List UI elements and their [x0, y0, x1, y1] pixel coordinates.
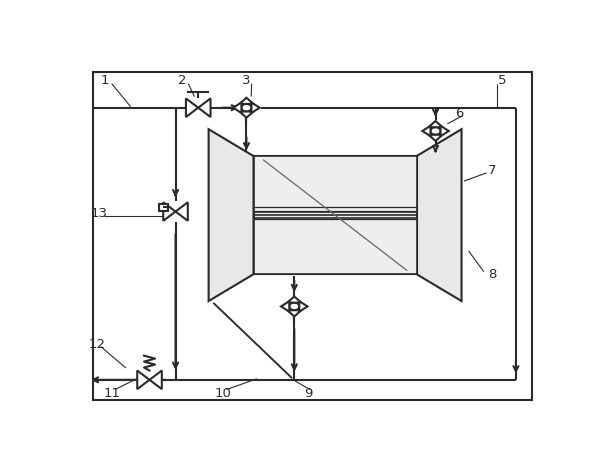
- Text: 3: 3: [242, 74, 251, 87]
- Text: 6: 6: [455, 106, 464, 120]
- Polygon shape: [186, 99, 198, 117]
- Text: 13: 13: [90, 207, 107, 220]
- Polygon shape: [176, 202, 188, 221]
- Polygon shape: [429, 135, 442, 141]
- Circle shape: [242, 104, 251, 112]
- Text: 1: 1: [101, 74, 109, 87]
- Text: 10: 10: [214, 386, 231, 399]
- Bar: [159, 204, 168, 211]
- Text: 5: 5: [498, 74, 506, 87]
- Polygon shape: [422, 126, 431, 136]
- Text: 7: 7: [488, 164, 497, 177]
- Circle shape: [431, 127, 440, 135]
- Text: 9: 9: [304, 386, 312, 399]
- Polygon shape: [287, 296, 301, 303]
- Bar: [254, 156, 417, 274]
- Polygon shape: [198, 99, 210, 117]
- Polygon shape: [163, 202, 176, 221]
- Polygon shape: [440, 126, 449, 136]
- Polygon shape: [417, 129, 462, 301]
- Polygon shape: [149, 371, 162, 389]
- Circle shape: [289, 303, 300, 310]
- Polygon shape: [287, 310, 301, 317]
- Polygon shape: [233, 102, 242, 113]
- Polygon shape: [137, 371, 149, 389]
- Text: 2: 2: [178, 74, 187, 87]
- Polygon shape: [300, 301, 307, 312]
- Text: 8: 8: [488, 268, 497, 281]
- Polygon shape: [429, 121, 442, 127]
- Bar: [254, 218, 417, 274]
- Polygon shape: [240, 98, 253, 104]
- Polygon shape: [209, 129, 254, 301]
- Text: 11: 11: [103, 386, 120, 399]
- Bar: [254, 156, 417, 212]
- Text: 12: 12: [89, 338, 106, 351]
- Polygon shape: [240, 112, 253, 118]
- Polygon shape: [251, 102, 260, 113]
- Polygon shape: [281, 301, 289, 312]
